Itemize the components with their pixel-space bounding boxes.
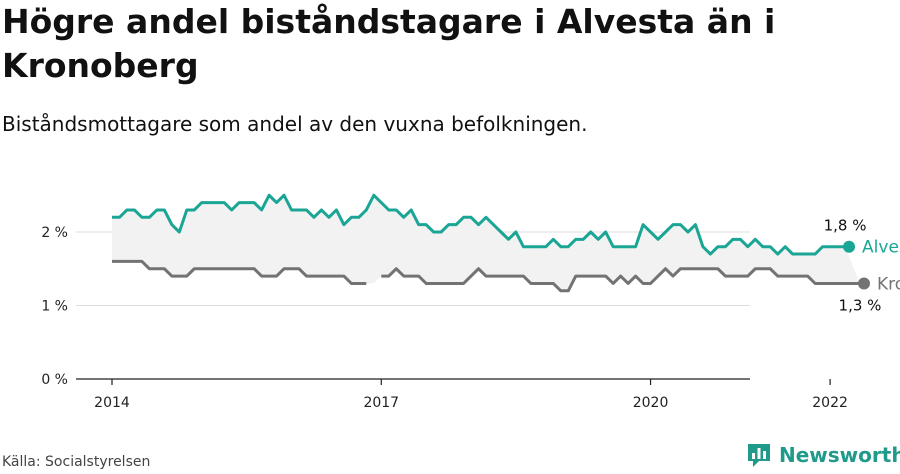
chart-title: Högre andel biståndstagare i Alvesta än … — [2, 2, 776, 85]
series-endpoint-alvesta — [843, 240, 856, 253]
bar-chart-logo-icon — [748, 444, 770, 467]
end-value-label: 1,3 % — [839, 296, 882, 314]
band-layer — [112, 195, 860, 291]
series-line-kronoberg — [381, 267, 860, 293]
series-label-kronoberg: Kronobergs län — [877, 274, 900, 294]
y-tick-label: 0 % — [41, 372, 68, 388]
x-tick-label: 2022 — [812, 395, 848, 411]
axis-layer: 0 % 1 % 2 % 2014 2017 2020 2022 — [41, 225, 848, 411]
series-line-alvesta — [112, 193, 846, 256]
y-tick-label: 2 % — [41, 225, 68, 241]
series-endpoint-kronoberg — [858, 277, 870, 290]
label-layer: Alvesta kommun 1,8 % Kronobergs län 1,3 % — [824, 217, 900, 315]
band-between-series — [112, 195, 860, 291]
source-note: Källa: Socialstyrelsen — [2, 454, 151, 470]
series-line-kronoberg — [112, 259, 367, 285]
x-tick-label: 2020 — [633, 395, 669, 411]
y-tick-label: 1 % — [41, 299, 68, 315]
chart-subtitle: Biståndsmottagare som andel av den vuxna… — [2, 112, 588, 136]
x-tick-label: 2017 — [363, 395, 399, 411]
brand-name: Newsworthy — [779, 443, 900, 467]
newsworthy-logo[interactable]: Newsworthy — [746, 442, 900, 468]
end-value-label: 1,8 % — [824, 217, 867, 235]
x-tick-label: 2014 — [94, 395, 130, 411]
series-label-alvesta: Alvesta kommun — [862, 238, 900, 258]
series-layer — [112, 193, 870, 293]
